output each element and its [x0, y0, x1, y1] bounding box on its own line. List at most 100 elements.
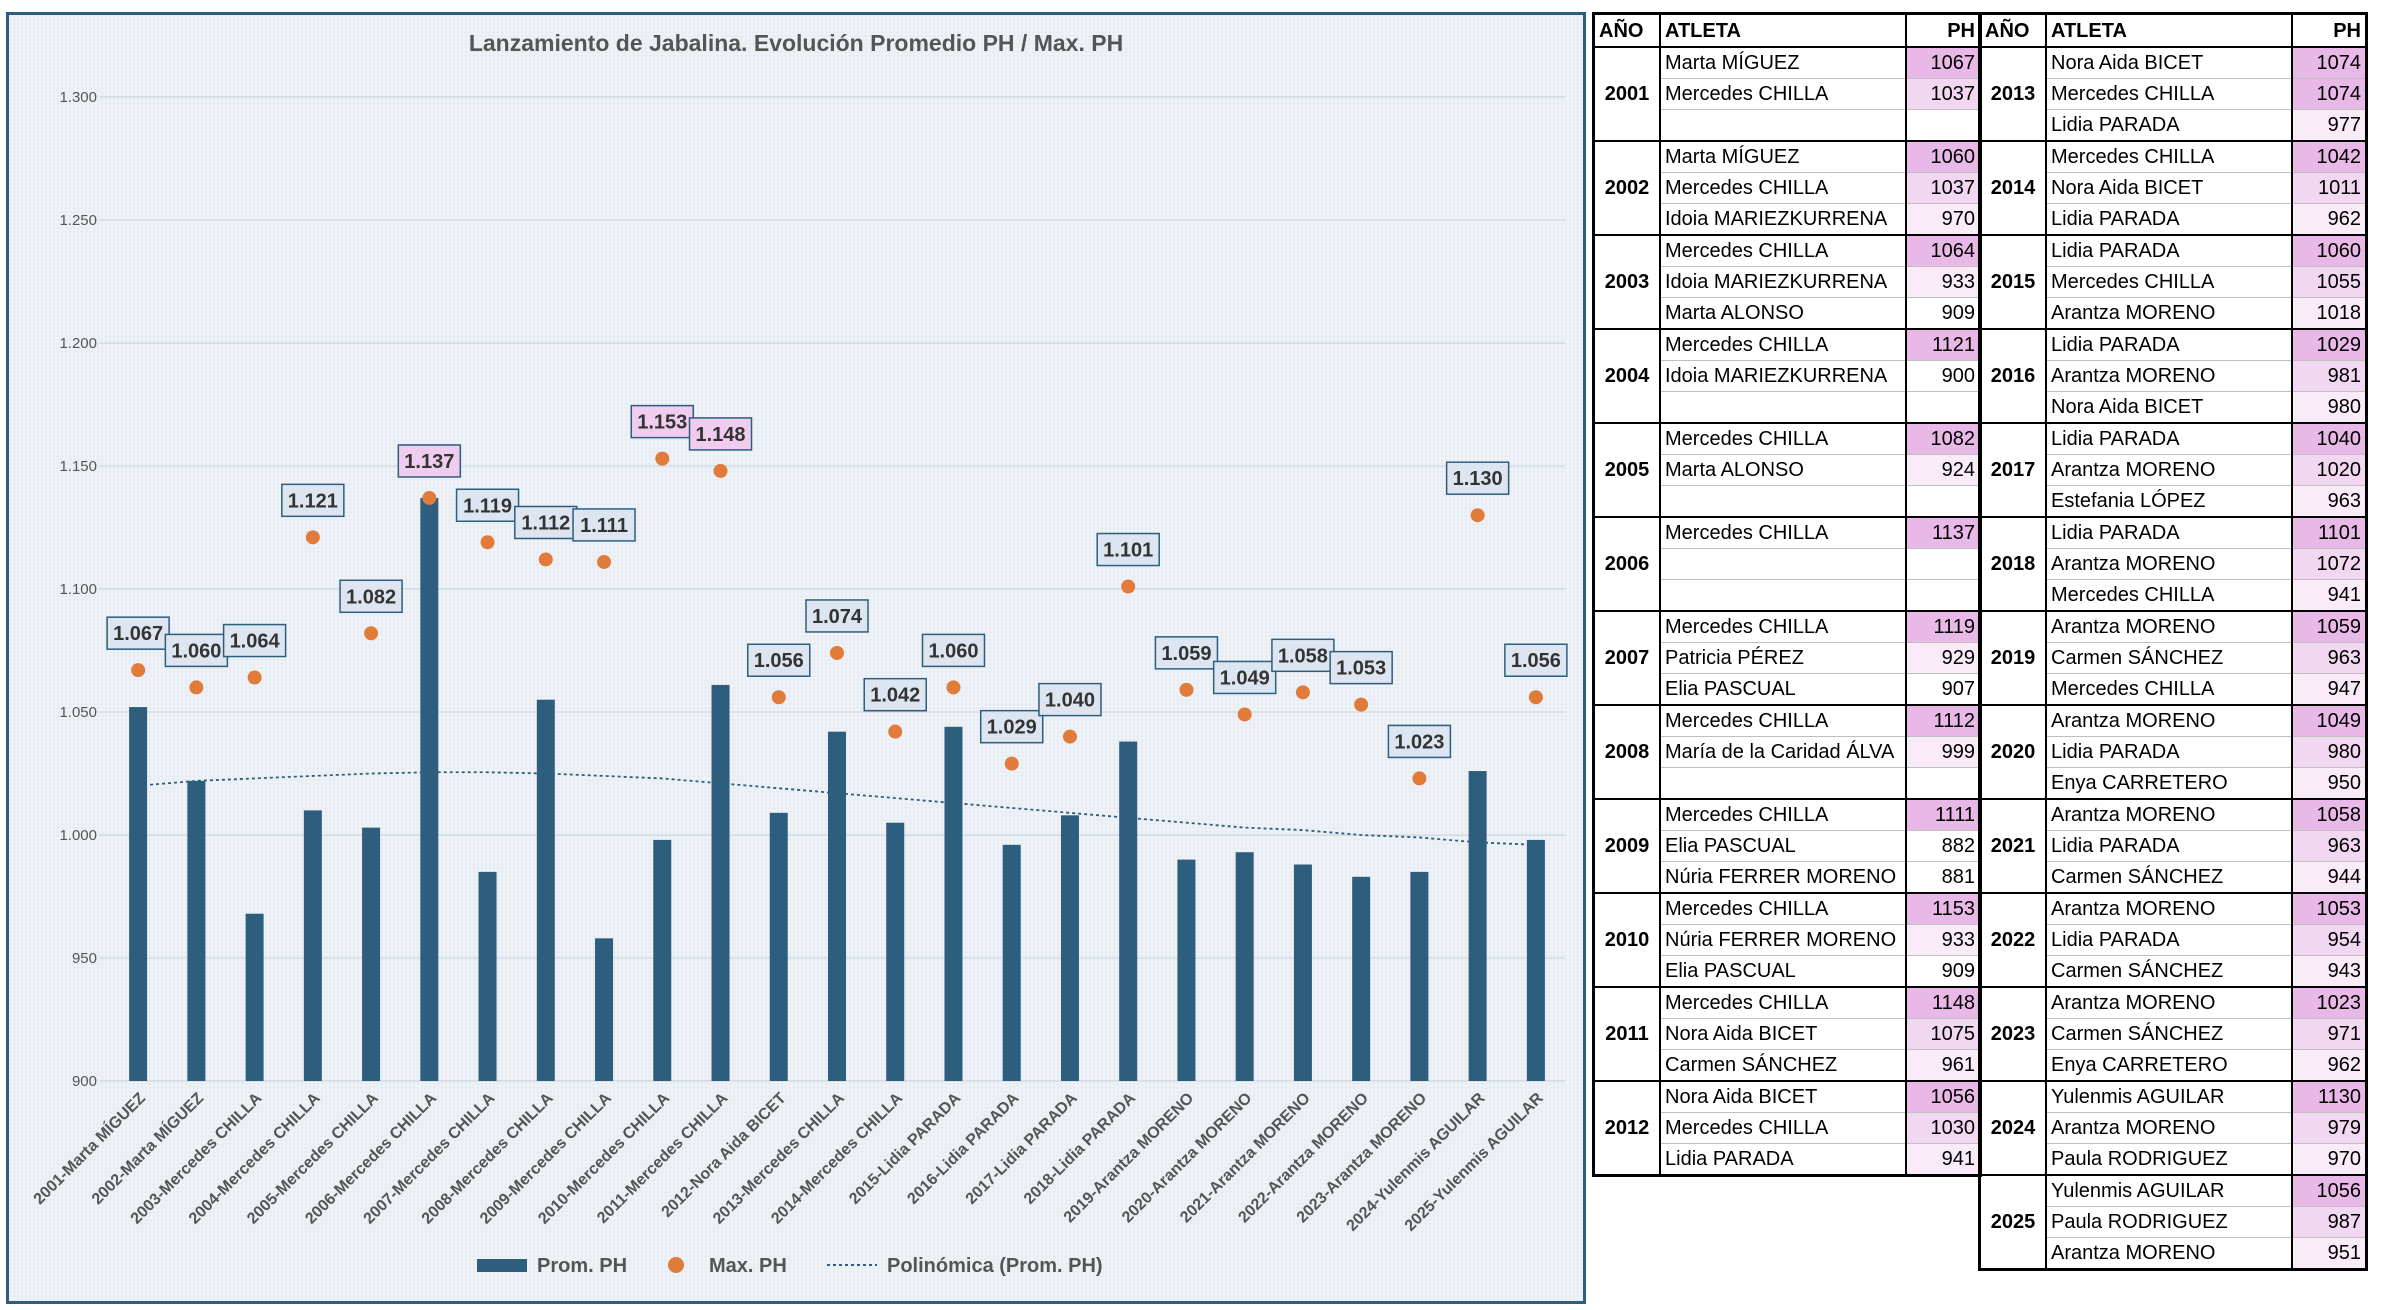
ph-cell: 1082 — [1905, 422, 1982, 455]
bar — [1060, 815, 1079, 1081]
bar — [245, 913, 264, 1081]
athlete-cell: Núria FERRER MORENO — [1659, 861, 1907, 893]
data-label: 1.064 — [230, 631, 281, 653]
table-row: Paula RODRIGUEZ 987 — [1980, 1206, 2368, 1238]
max-marker — [422, 490, 437, 505]
ph-cell: 950 — [2291, 767, 2368, 799]
ph-cell — [1905, 109, 1982, 141]
athlete-cell: Mercedes CHILLA — [2045, 78, 2293, 110]
table-row: Idoia MARIEZKURRENA 970 — [1594, 203, 1982, 235]
athlete-cell: Lidia PARADA — [2045, 924, 2293, 956]
table-row: Estefania LÓPEZ 963 — [1980, 485, 2368, 517]
athlete-cell: Mercedes CHILLA — [2045, 266, 2293, 298]
data-label: 1.119 — [463, 495, 512, 517]
athlete-cell: Arantza MORENO — [2045, 548, 2293, 580]
data-label: 1.074 — [812, 606, 863, 628]
header-athlete: ATLETA — [2045, 13, 2293, 48]
year-cell: 2004 — [1592, 328, 1661, 423]
table-left-header: AÑO ATLETA PH — [1592, 13, 1982, 48]
max-marker — [1528, 690, 1543, 705]
table-row: Patricia PÉREZ 929 — [1594, 642, 1982, 674]
ph-cell — [1905, 579, 1982, 611]
year-cell: 2022 — [1978, 892, 2047, 987]
table-right: AÑO ATLETA PH 2013 Nora Aida BICET 1074 Mer… — [1978, 12, 2368, 1271]
ph-cell: 1055 — [2291, 266, 2368, 298]
ph-cell: 1137 — [1905, 516, 1982, 549]
data-label: 1.058 — [1278, 645, 1328, 667]
athlete-cell: Lidia PARADA — [2045, 328, 2293, 361]
max-marker — [1295, 685, 1310, 700]
athlete-cell: Nora Aida BICET — [2045, 391, 2293, 423]
table-row: Carmen SÁNCHEZ 971 — [1980, 1018, 2368, 1050]
bar — [536, 699, 555, 1081]
ph-cell: 980 — [2291, 391, 2368, 423]
year-cell: 2015 — [1978, 234, 2047, 329]
athlete-cell: Nora Aida BICET — [1659, 1080, 1907, 1113]
ph-cell: 1074 — [2291, 46, 2368, 79]
max-marker — [830, 645, 844, 660]
year-cell: 2014 — [1978, 140, 2047, 235]
year-cell: 2023 — [1978, 986, 2047, 1081]
bar — [478, 871, 497, 1081]
year-cell: 2021 — [1978, 798, 2047, 893]
ph-cell: 944 — [2291, 861, 2368, 893]
max-marker — [1179, 682, 1194, 697]
data-label: 1.040 — [1045, 690, 1095, 712]
table-row: Enya CARRETERO 962 — [1980, 1049, 2368, 1081]
data-label: 1.137 — [404, 451, 454, 473]
ph-cell: 971 — [2291, 1018, 2368, 1050]
year-cell: 2011 — [1592, 986, 1661, 1081]
ph-cell: 1067 — [1905, 46, 1982, 79]
table-row: 2009 Mercedes CHILLA 1111 — [1592, 798, 1982, 893]
data-label-box — [455, 488, 520, 523]
header-year: AÑO — [1978, 13, 2047, 48]
ph-cell: 907 — [1905, 673, 1982, 705]
athlete-cell: Arantza MORENO — [2045, 297, 2293, 329]
athlete-cell: Nora Aida BICET — [2045, 46, 2293, 79]
legend-swatch-marker — [668, 1257, 684, 1273]
data-label-box — [1271, 638, 1335, 673]
data-label: 1.059 — [1161, 643, 1211, 665]
table-row: María de la Caridad ÁLVA 999 — [1594, 736, 1982, 768]
table-row: Mercedes CHILLA 1030 — [1594, 1112, 1982, 1144]
table-row: 2012 Nora Aida BICET 1056 — [1592, 1080, 1982, 1176]
athlete-cell: Lidia PARADA — [2045, 736, 2293, 768]
max-marker — [480, 535, 495, 550]
table-row: Núria FERRER MORENO 933 — [1594, 924, 1982, 956]
ph-cell: 954 — [2291, 924, 2368, 956]
data-label-box — [1154, 636, 1219, 670]
athlete-cell — [1659, 391, 1907, 423]
year-cell: 2010 — [1592, 892, 1661, 987]
ph-cell: 1058 — [2291, 798, 2368, 831]
table-row: Lidia PARADA 941 — [1594, 1143, 1982, 1176]
year-cell: 2008 — [1592, 704, 1661, 799]
ph-cell: 1018 — [2291, 297, 2368, 329]
table-row: Mercedes CHILLA 1074 — [1980, 78, 2368, 110]
max-marker — [1004, 756, 1019, 771]
table-row: Idoia MARIEZKURRENA 933 — [1594, 266, 1982, 298]
table-row: 2022 Arantza MORENO 1053 — [1978, 892, 2368, 987]
max-marker — [305, 530, 320, 545]
table-row: 2005 Mercedes CHILLA 1082 — [1592, 422, 1982, 517]
table-row: Mercedes CHILLA 1037 — [1594, 78, 1982, 110]
table-row: Lidia PARADA 963 — [1980, 830, 2368, 862]
table-row: Elia PASCUAL 907 — [1594, 673, 1982, 705]
data-label: 1.121 — [288, 490, 338, 512]
table-row: Elia PASCUAL 882 — [1594, 830, 1982, 862]
max-marker — [364, 626, 379, 641]
table-row: 2018 Lidia PARADA 1101 — [1978, 516, 2368, 611]
athlete-cell: Carmen SÁNCHEZ — [2045, 642, 2293, 674]
max-marker — [538, 552, 553, 567]
ph-cell — [1905, 767, 1982, 799]
athlete-cell: Mercedes CHILLA — [1659, 704, 1907, 737]
athlete-cell: Carmen SÁNCHEZ — [2045, 1018, 2293, 1050]
table-row: Arantza MORENO 1018 — [1980, 297, 2368, 329]
athlete-cell — [1659, 109, 1907, 141]
data-label-box — [222, 623, 287, 658]
athlete-cell: Mercedes CHILLA — [1659, 798, 1907, 831]
ph-cell: 1020 — [2291, 454, 2368, 486]
table-row — [1594, 109, 1982, 141]
max-marker — [713, 463, 728, 478]
table-row: 2008 Mercedes CHILLA 1112 — [1592, 704, 1982, 799]
table-row: Marta ALONSO 909 — [1594, 297, 1982, 329]
